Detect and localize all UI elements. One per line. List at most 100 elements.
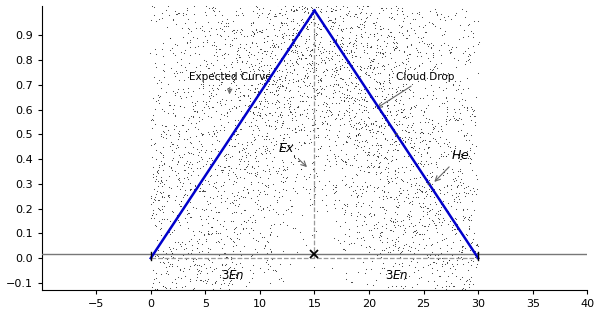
Point xyxy=(328,40,338,45)
Point xyxy=(228,218,238,223)
Point xyxy=(442,243,452,248)
Point xyxy=(424,236,433,241)
Point xyxy=(222,196,232,201)
Point xyxy=(452,190,461,195)
Point xyxy=(272,106,282,111)
Point xyxy=(377,47,386,52)
Point xyxy=(204,155,214,160)
Point xyxy=(242,107,251,112)
Point xyxy=(296,33,305,38)
Point xyxy=(445,258,454,263)
Point xyxy=(452,227,462,232)
Point xyxy=(351,53,361,58)
Point xyxy=(409,291,419,296)
Point xyxy=(274,0,283,2)
Point xyxy=(353,120,363,125)
Point xyxy=(401,129,410,134)
Point xyxy=(406,259,416,264)
Point xyxy=(202,279,212,284)
Point xyxy=(373,185,382,190)
Point xyxy=(274,165,284,170)
Point xyxy=(205,232,214,237)
Point xyxy=(253,43,262,49)
Point xyxy=(245,152,255,158)
Point xyxy=(448,192,457,197)
Point xyxy=(304,9,313,14)
Point xyxy=(204,6,214,11)
Point xyxy=(293,105,302,110)
Point xyxy=(241,146,251,151)
Point xyxy=(353,142,362,147)
Point xyxy=(461,278,471,284)
Point xyxy=(232,193,241,198)
Point xyxy=(248,29,257,34)
Point xyxy=(288,94,298,99)
Point xyxy=(459,252,469,257)
Point xyxy=(302,132,312,137)
Point xyxy=(224,286,234,291)
Point xyxy=(457,103,467,108)
Point xyxy=(239,226,248,231)
Point xyxy=(179,167,188,172)
Point xyxy=(461,232,471,237)
Point xyxy=(262,192,272,197)
Point xyxy=(450,117,460,123)
Point xyxy=(431,6,440,11)
Point xyxy=(173,137,183,142)
Point xyxy=(164,3,173,9)
Point xyxy=(395,223,405,228)
Point xyxy=(359,121,369,126)
Point xyxy=(221,72,230,77)
Point xyxy=(254,126,263,131)
Point xyxy=(269,23,278,28)
Point xyxy=(186,290,196,295)
Point xyxy=(222,111,232,116)
Point xyxy=(278,179,287,184)
Point xyxy=(352,230,362,235)
Point xyxy=(250,52,259,57)
Point xyxy=(389,34,399,39)
Point xyxy=(338,19,348,24)
Point xyxy=(170,113,180,118)
Point xyxy=(254,13,263,18)
Point xyxy=(359,214,369,219)
Point xyxy=(428,271,437,276)
Point xyxy=(351,172,361,177)
Point xyxy=(451,10,461,15)
Point xyxy=(272,120,282,125)
Point xyxy=(468,258,478,263)
Point xyxy=(250,173,260,178)
Point xyxy=(287,111,297,116)
Point xyxy=(308,123,318,128)
Point xyxy=(410,130,420,135)
Point xyxy=(277,120,287,125)
Point xyxy=(325,163,334,169)
Point xyxy=(342,0,352,1)
Point xyxy=(394,166,403,171)
Point xyxy=(207,105,217,110)
Point xyxy=(151,19,161,24)
Point xyxy=(217,192,226,198)
Point xyxy=(260,49,269,54)
Point xyxy=(359,50,369,55)
Point xyxy=(394,203,404,208)
Point xyxy=(364,64,373,69)
Point xyxy=(367,70,377,75)
Point xyxy=(385,33,394,38)
Point xyxy=(224,168,234,173)
Point xyxy=(285,99,295,104)
Point xyxy=(454,57,463,62)
Point xyxy=(257,50,267,55)
Point xyxy=(268,45,278,50)
Point xyxy=(385,217,395,222)
Point xyxy=(259,89,268,94)
Point xyxy=(236,68,245,73)
Point xyxy=(346,115,355,120)
Point xyxy=(392,211,401,216)
Point xyxy=(430,136,439,141)
Point xyxy=(223,282,233,287)
Point xyxy=(295,127,304,132)
Point xyxy=(207,306,217,311)
Point xyxy=(164,185,174,190)
Point xyxy=(231,274,241,279)
